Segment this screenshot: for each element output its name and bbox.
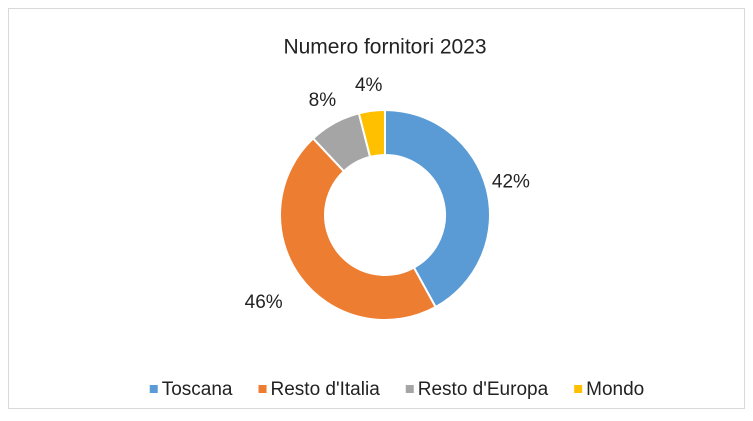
data-label: 8% bbox=[309, 90, 337, 111]
legend-marker bbox=[574, 385, 583, 393]
donut-slice bbox=[357, 108, 386, 159]
legend-marker bbox=[258, 385, 267, 393]
legend-label: Resto d'Italia bbox=[271, 379, 381, 400]
legend-label: Resto d'Europa bbox=[418, 379, 549, 400]
legend-label: Mondo bbox=[586, 379, 644, 400]
donut-slice bbox=[384, 108, 491, 309]
legend-label: Toscana bbox=[162, 379, 233, 400]
legend-marker bbox=[405, 385, 414, 393]
chart-border bbox=[8, 8, 745, 409]
data-label: 42% bbox=[492, 172, 530, 193]
data-label: 4% bbox=[355, 75, 383, 96]
data-label: 46% bbox=[245, 292, 283, 313]
chart-title: Numero fornitori 2023 bbox=[283, 36, 486, 59]
legend-marker bbox=[149, 385, 158, 393]
donut-slice bbox=[279, 137, 437, 321]
